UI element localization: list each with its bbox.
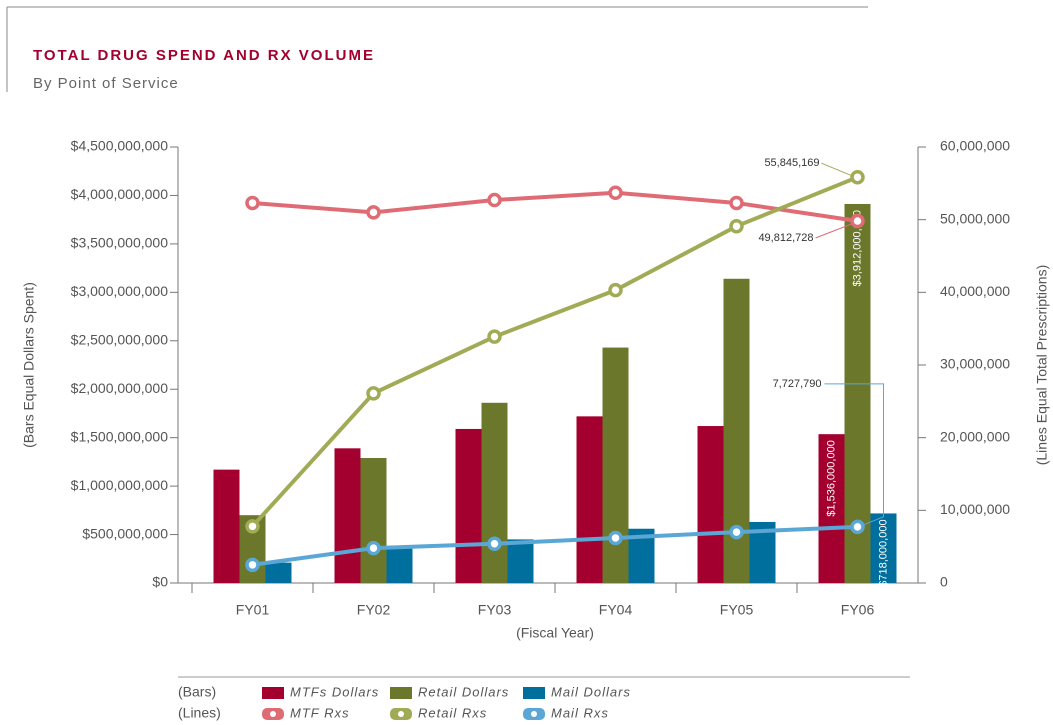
y2-tick-label: 50,000,000 xyxy=(940,210,1010,226)
bar xyxy=(265,562,292,583)
legend-label: Retail Dollars xyxy=(418,684,509,699)
legend-label: Mail Rxs xyxy=(551,705,609,720)
x-axis-title: (Fiscal Year) xyxy=(516,625,594,641)
legend-label: MTF Rxs xyxy=(290,705,349,720)
y-tick-label: $3,500,000,000 xyxy=(71,235,169,251)
line-marker xyxy=(729,218,744,234)
bar xyxy=(386,547,413,583)
legend-swatch xyxy=(262,687,284,699)
legend-swatch-dot xyxy=(398,711,404,717)
line-marker xyxy=(487,329,502,344)
bar xyxy=(334,448,361,583)
legend-label: Mail Dollars xyxy=(551,684,631,699)
annotation-leader xyxy=(815,223,852,239)
chart-title: TOTAL DRUG SPEND AND RX VOLUME xyxy=(33,47,375,64)
y2-tick-label: 40,000,000 xyxy=(940,283,1010,299)
x-tick-label: FY01 xyxy=(236,602,270,618)
legend-group-label: (Bars) xyxy=(178,684,216,700)
x-tick-label: FY06 xyxy=(841,602,875,618)
line-marker xyxy=(850,169,865,185)
x-tick-label: FY03 xyxy=(478,602,512,618)
bar xyxy=(507,539,534,583)
y-tick-label: $1,500,000,000 xyxy=(71,428,169,444)
line-marker xyxy=(850,213,865,229)
y-tick-label: $1,000,000,000 xyxy=(71,477,169,493)
line-series xyxy=(252,524,858,567)
bar xyxy=(818,434,845,583)
line-series xyxy=(252,190,858,224)
y2-tick-label: 30,000,000 xyxy=(940,356,1010,372)
annotation-leader xyxy=(821,162,851,176)
line-marker xyxy=(487,192,502,208)
legend-label: Retail Rxs xyxy=(418,705,487,720)
line-series xyxy=(251,175,859,528)
y-tick-label: $4,500,000,000 xyxy=(71,138,169,154)
line-marker xyxy=(366,205,381,220)
legend-swatch-dot xyxy=(531,711,537,717)
bar xyxy=(697,426,724,583)
y2-tick-label: 10,000,000 xyxy=(940,501,1010,517)
line-value-label: 55,845,169 xyxy=(764,157,819,169)
line-marker xyxy=(366,540,381,556)
y-tick-label: $2,000,000,000 xyxy=(71,380,169,396)
y-tick-label: $4,000,000,000 xyxy=(71,186,169,202)
bar xyxy=(602,347,629,583)
legend-swatch xyxy=(523,687,545,699)
line-marker xyxy=(487,536,502,552)
y-tick-label: $3,000,000,000 xyxy=(71,283,169,299)
legend-swatch xyxy=(390,687,412,699)
y-axis-title: (Bars Equal Dollars Spent) xyxy=(21,282,37,448)
bar-value-label: $1,536,000,000 xyxy=(825,440,837,516)
legend-label: MTFs Dollars xyxy=(290,684,379,699)
line-value-label: 7,727,790 xyxy=(773,378,822,390)
bar-value-label: $718,000,000 xyxy=(877,519,889,586)
y2-tick-label: 60,000,000 xyxy=(940,138,1010,154)
bar xyxy=(213,469,240,583)
y2-tick-label: 20,000,000 xyxy=(940,428,1010,444)
line-marker xyxy=(729,524,744,540)
line-marker xyxy=(366,386,381,401)
bar xyxy=(576,416,603,583)
bar-value-label: $3,912,000,000 xyxy=(851,210,863,286)
line-marker xyxy=(729,195,744,211)
y-tick-label: $2,500,000,000 xyxy=(71,331,169,347)
legend-group-label: (Lines) xyxy=(178,705,221,721)
x-tick-label: FY04 xyxy=(599,602,633,618)
y-tick-label: $500,000,000 xyxy=(82,525,168,541)
x-tick-label: FY05 xyxy=(720,602,754,618)
bar xyxy=(481,402,508,583)
bar xyxy=(360,458,387,583)
line-value-label: 49,812,728 xyxy=(758,232,813,244)
y-tick-label: $0 xyxy=(152,574,168,590)
line-marker xyxy=(245,557,260,573)
line-marker xyxy=(850,519,865,535)
y2-axis-title: (Lines Equal Total Prescriptions) xyxy=(1034,265,1050,466)
x-tick-label: FY02 xyxy=(357,602,391,618)
line-marker xyxy=(608,185,623,201)
line-marker xyxy=(245,195,260,211)
y2-tick-label: 0 xyxy=(940,574,948,590)
line-marker xyxy=(608,282,623,298)
line-marker xyxy=(245,519,260,534)
annotation-leader xyxy=(824,383,884,526)
legend-swatch-dot xyxy=(270,711,276,717)
bar xyxy=(870,513,897,583)
chart-subtitle: By Point of Service xyxy=(33,75,179,92)
line-marker xyxy=(608,530,623,546)
bar xyxy=(455,428,482,583)
